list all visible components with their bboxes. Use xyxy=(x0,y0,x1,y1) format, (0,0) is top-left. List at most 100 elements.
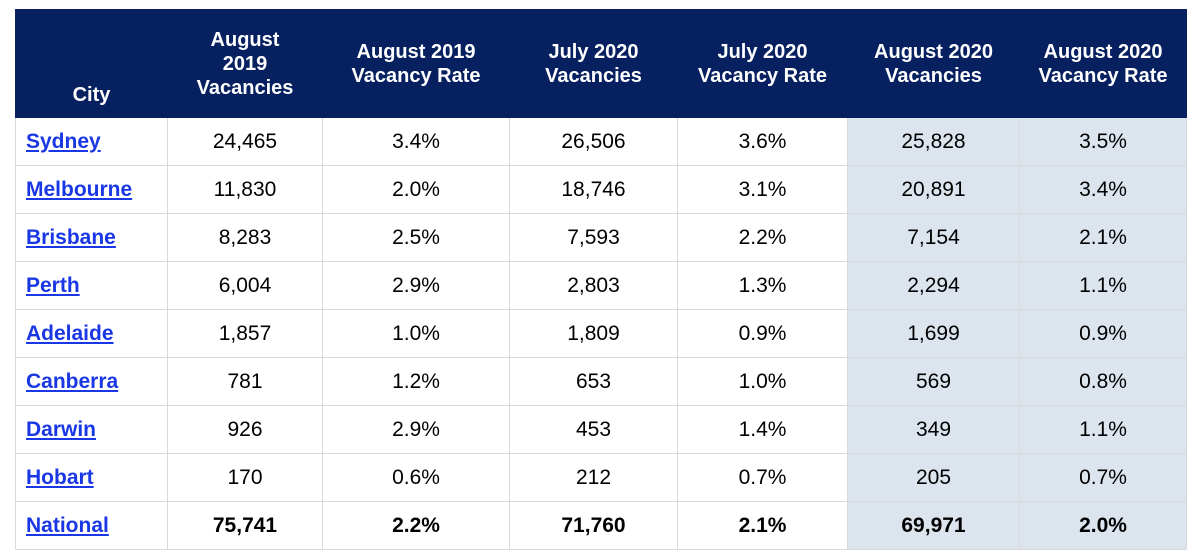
aug2019-rate-cell: 0.6% xyxy=(322,453,510,502)
header-jul2020-vacancies: July 2020 Vacancies xyxy=(509,9,678,118)
jul2020-rate-cell: 0.9% xyxy=(677,309,848,358)
city-cell: Adelaide xyxy=(15,309,168,358)
header-line: Vacancy Rate xyxy=(1038,64,1168,87)
city-link-canberra[interactable]: Canberra xyxy=(26,369,119,393)
header-line: August xyxy=(210,28,280,51)
city-cell: Brisbane xyxy=(15,213,168,262)
aug2020-rate-cell: 1.1% xyxy=(1019,405,1187,454)
jul2020-vacancies-cell: 1,809 xyxy=(509,309,678,358)
aug2019-vacancies-cell: 6,004 xyxy=(167,261,323,310)
city-cell: Sydney xyxy=(15,117,168,166)
aug2020-vacancies-cell: 349 xyxy=(847,405,1020,454)
jul2020-vacancies-cell: 653 xyxy=(509,357,678,406)
jul2020-rate-cell: 3.1% xyxy=(677,165,848,214)
aug2019-vacancies-cell: 781 xyxy=(167,357,323,406)
aug2019-rate-cell: 2.0% xyxy=(322,165,510,214)
aug2019-rate-cell: 2.2% xyxy=(322,501,510,550)
table-row: Sydney 24,465 3.4% 26,506 3.6% 25,828 3.… xyxy=(15,117,1187,166)
jul2020-rate-cell: 0.7% xyxy=(677,453,848,502)
jul2020-vacancies-cell: 7,593 xyxy=(509,213,678,262)
aug2019-vacancies-cell: 926 xyxy=(167,405,323,454)
city-link-perth[interactable]: Perth xyxy=(26,273,80,297)
city-link-national[interactable]: National xyxy=(26,513,109,537)
table-row: Brisbane 8,283 2.5% 7,593 2.2% 7,154 2.1… xyxy=(15,213,1187,262)
jul2020-rate-cell: 2.2% xyxy=(677,213,848,262)
aug2019-vacancies-cell: 11,830 xyxy=(167,165,323,214)
aug2020-rate-cell: 2.1% xyxy=(1019,213,1187,262)
city-link-sydney[interactable]: Sydney xyxy=(26,129,101,153)
jul2020-rate-cell: 1.3% xyxy=(677,261,848,310)
vacancy-table: City August 2019 Vacancies August 2019 V… xyxy=(15,9,1187,550)
aug2019-rate-cell: 1.2% xyxy=(322,357,510,406)
city-cell: Darwin xyxy=(15,405,168,454)
header-aug2020-rate: August 2020 Vacancy Rate xyxy=(1019,9,1187,118)
aug2020-rate-cell: 2.0% xyxy=(1019,501,1187,550)
table-row: Canberra 781 1.2% 653 1.0% 569 0.8% xyxy=(15,357,1187,406)
jul2020-vacancies-cell: 453 xyxy=(509,405,678,454)
header-line: August 2019 xyxy=(356,40,476,63)
aug2020-vacancies-cell: 205 xyxy=(847,453,1020,502)
header-line: August 2020 xyxy=(874,40,993,63)
city-cell: Perth xyxy=(15,261,168,310)
header-line: Vacancies xyxy=(545,64,642,87)
header-row: City August 2019 Vacancies August 2019 V… xyxy=(15,9,1187,118)
total-row: National 75,741 2.2% 71,760 2.1% 69,971 … xyxy=(15,501,1187,550)
city-link-adelaide[interactable]: Adelaide xyxy=(26,321,114,345)
city-link-darwin[interactable]: Darwin xyxy=(26,417,97,441)
city-cell: National xyxy=(15,501,168,550)
aug2019-rate-cell: 2.9% xyxy=(322,405,510,454)
header-aug2019-vacancies: August 2019 Vacancies xyxy=(167,9,323,118)
aug2020-rate-cell: 1.1% xyxy=(1019,261,1187,310)
header-line: Vacancies xyxy=(196,76,294,99)
jul2020-vacancies-cell: 212 xyxy=(509,453,678,502)
city-link-melbourne[interactable]: Melbourne xyxy=(26,177,133,201)
city-cell: Hobart xyxy=(15,453,168,502)
aug2020-rate-cell: 0.8% xyxy=(1019,357,1187,406)
jul2020-vacancies-cell: 2,803 xyxy=(509,261,678,310)
aug2020-vacancies-cell: 69,971 xyxy=(847,501,1020,550)
aug2020-vacancies-cell: 7,154 xyxy=(847,213,1020,262)
header-aug2020-vacancies: August 2020 Vacancies xyxy=(847,9,1020,118)
aug2020-vacancies-cell: 25,828 xyxy=(847,117,1020,166)
aug2019-vacancies-cell: 75,741 xyxy=(167,501,323,550)
header-line: Vacancy Rate xyxy=(351,64,481,87)
vacancy-table-container: City August 2019 Vacancies August 2019 V… xyxy=(15,9,1187,550)
city-cell: Canberra xyxy=(15,357,168,406)
aug2019-vacancies-cell: 170 xyxy=(167,453,323,502)
jul2020-vacancies-cell: 71,760 xyxy=(509,501,678,550)
header-line: 2019 xyxy=(222,52,268,75)
aug2019-vacancies-cell: 24,465 xyxy=(167,117,323,166)
table-row: Hobart 170 0.6% 212 0.7% 205 0.7% xyxy=(15,453,1187,502)
aug2020-vacancies-cell: 569 xyxy=(847,357,1020,406)
aug2019-vacancies-cell: 8,283 xyxy=(167,213,323,262)
aug2020-vacancies-cell: 20,891 xyxy=(847,165,1020,214)
city-link-brisbane[interactable]: Brisbane xyxy=(26,225,116,249)
table-row: Perth 6,004 2.9% 2,803 1.3% 2,294 1.1% xyxy=(15,261,1187,310)
city-cell: Melbourne xyxy=(15,165,168,214)
aug2019-vacancies-cell: 1,857 xyxy=(167,309,323,358)
table-row: Darwin 926 2.9% 453 1.4% 349 1.1% xyxy=(15,405,1187,454)
aug2020-vacancies-cell: 1,699 xyxy=(847,309,1020,358)
aug2020-vacancies-cell: 2,294 xyxy=(847,261,1020,310)
jul2020-rate-cell: 1.0% xyxy=(677,357,848,406)
header-line: August 2020 xyxy=(1043,40,1163,63)
header-line: July 2020 xyxy=(717,40,808,63)
aug2019-rate-cell: 2.9% xyxy=(322,261,510,310)
header-jul2020-rate: July 2020 Vacancy Rate xyxy=(677,9,848,118)
jul2020-rate-cell: 1.4% xyxy=(677,405,848,454)
aug2019-rate-cell: 3.4% xyxy=(322,117,510,166)
header-city: City xyxy=(15,9,168,118)
header-aug2019-rate: August 2019 Vacancy Rate xyxy=(322,9,510,118)
jul2020-vacancies-cell: 18,746 xyxy=(509,165,678,214)
jul2020-vacancies-cell: 26,506 xyxy=(509,117,678,166)
header-line: Vacancy Rate xyxy=(698,64,827,87)
header-line: July 2020 xyxy=(548,40,639,63)
aug2019-rate-cell: 2.5% xyxy=(322,213,510,262)
aug2019-rate-cell: 1.0% xyxy=(322,309,510,358)
city-link-hobart[interactable]: Hobart xyxy=(26,465,94,489)
table-row: Adelaide 1,857 1.0% 1,809 0.9% 1,699 0.9… xyxy=(15,309,1187,358)
header-line: Vacancies xyxy=(885,64,982,87)
aug2020-rate-cell: 3.5% xyxy=(1019,117,1187,166)
jul2020-rate-cell: 3.6% xyxy=(677,117,848,166)
jul2020-rate-cell: 2.1% xyxy=(677,501,848,550)
